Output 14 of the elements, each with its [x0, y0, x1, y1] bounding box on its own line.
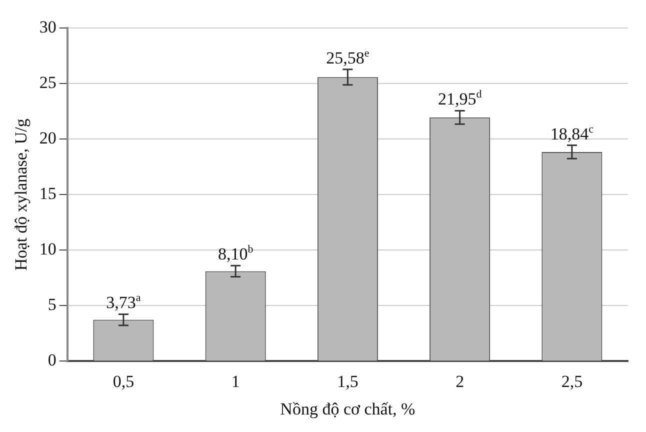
- y-tick-label: 10: [39, 240, 56, 259]
- x-tick-label: 2: [456, 372, 464, 391]
- x-tick-label: 2,5: [561, 372, 583, 391]
- x-tick-label: 0,5: [112, 372, 134, 391]
- y-tick-label: 25: [39, 73, 56, 92]
- y-tick-label: 20: [39, 128, 56, 148]
- y-tick-label: 15: [39, 184, 56, 204]
- y-axis-title: Hoạt độ xylanase, U/g: [12, 118, 31, 271]
- y-tick-label: 30: [39, 17, 56, 36]
- x-axis-title: Nồng độ cơ chất, %: [280, 399, 416, 418]
- y-tick-label: 5: [48, 295, 56, 314]
- y-tick-label: 0: [48, 350, 56, 370]
- x-tick-label: 1: [231, 372, 240, 391]
- x-tick-label: 1,5: [337, 372, 358, 391]
